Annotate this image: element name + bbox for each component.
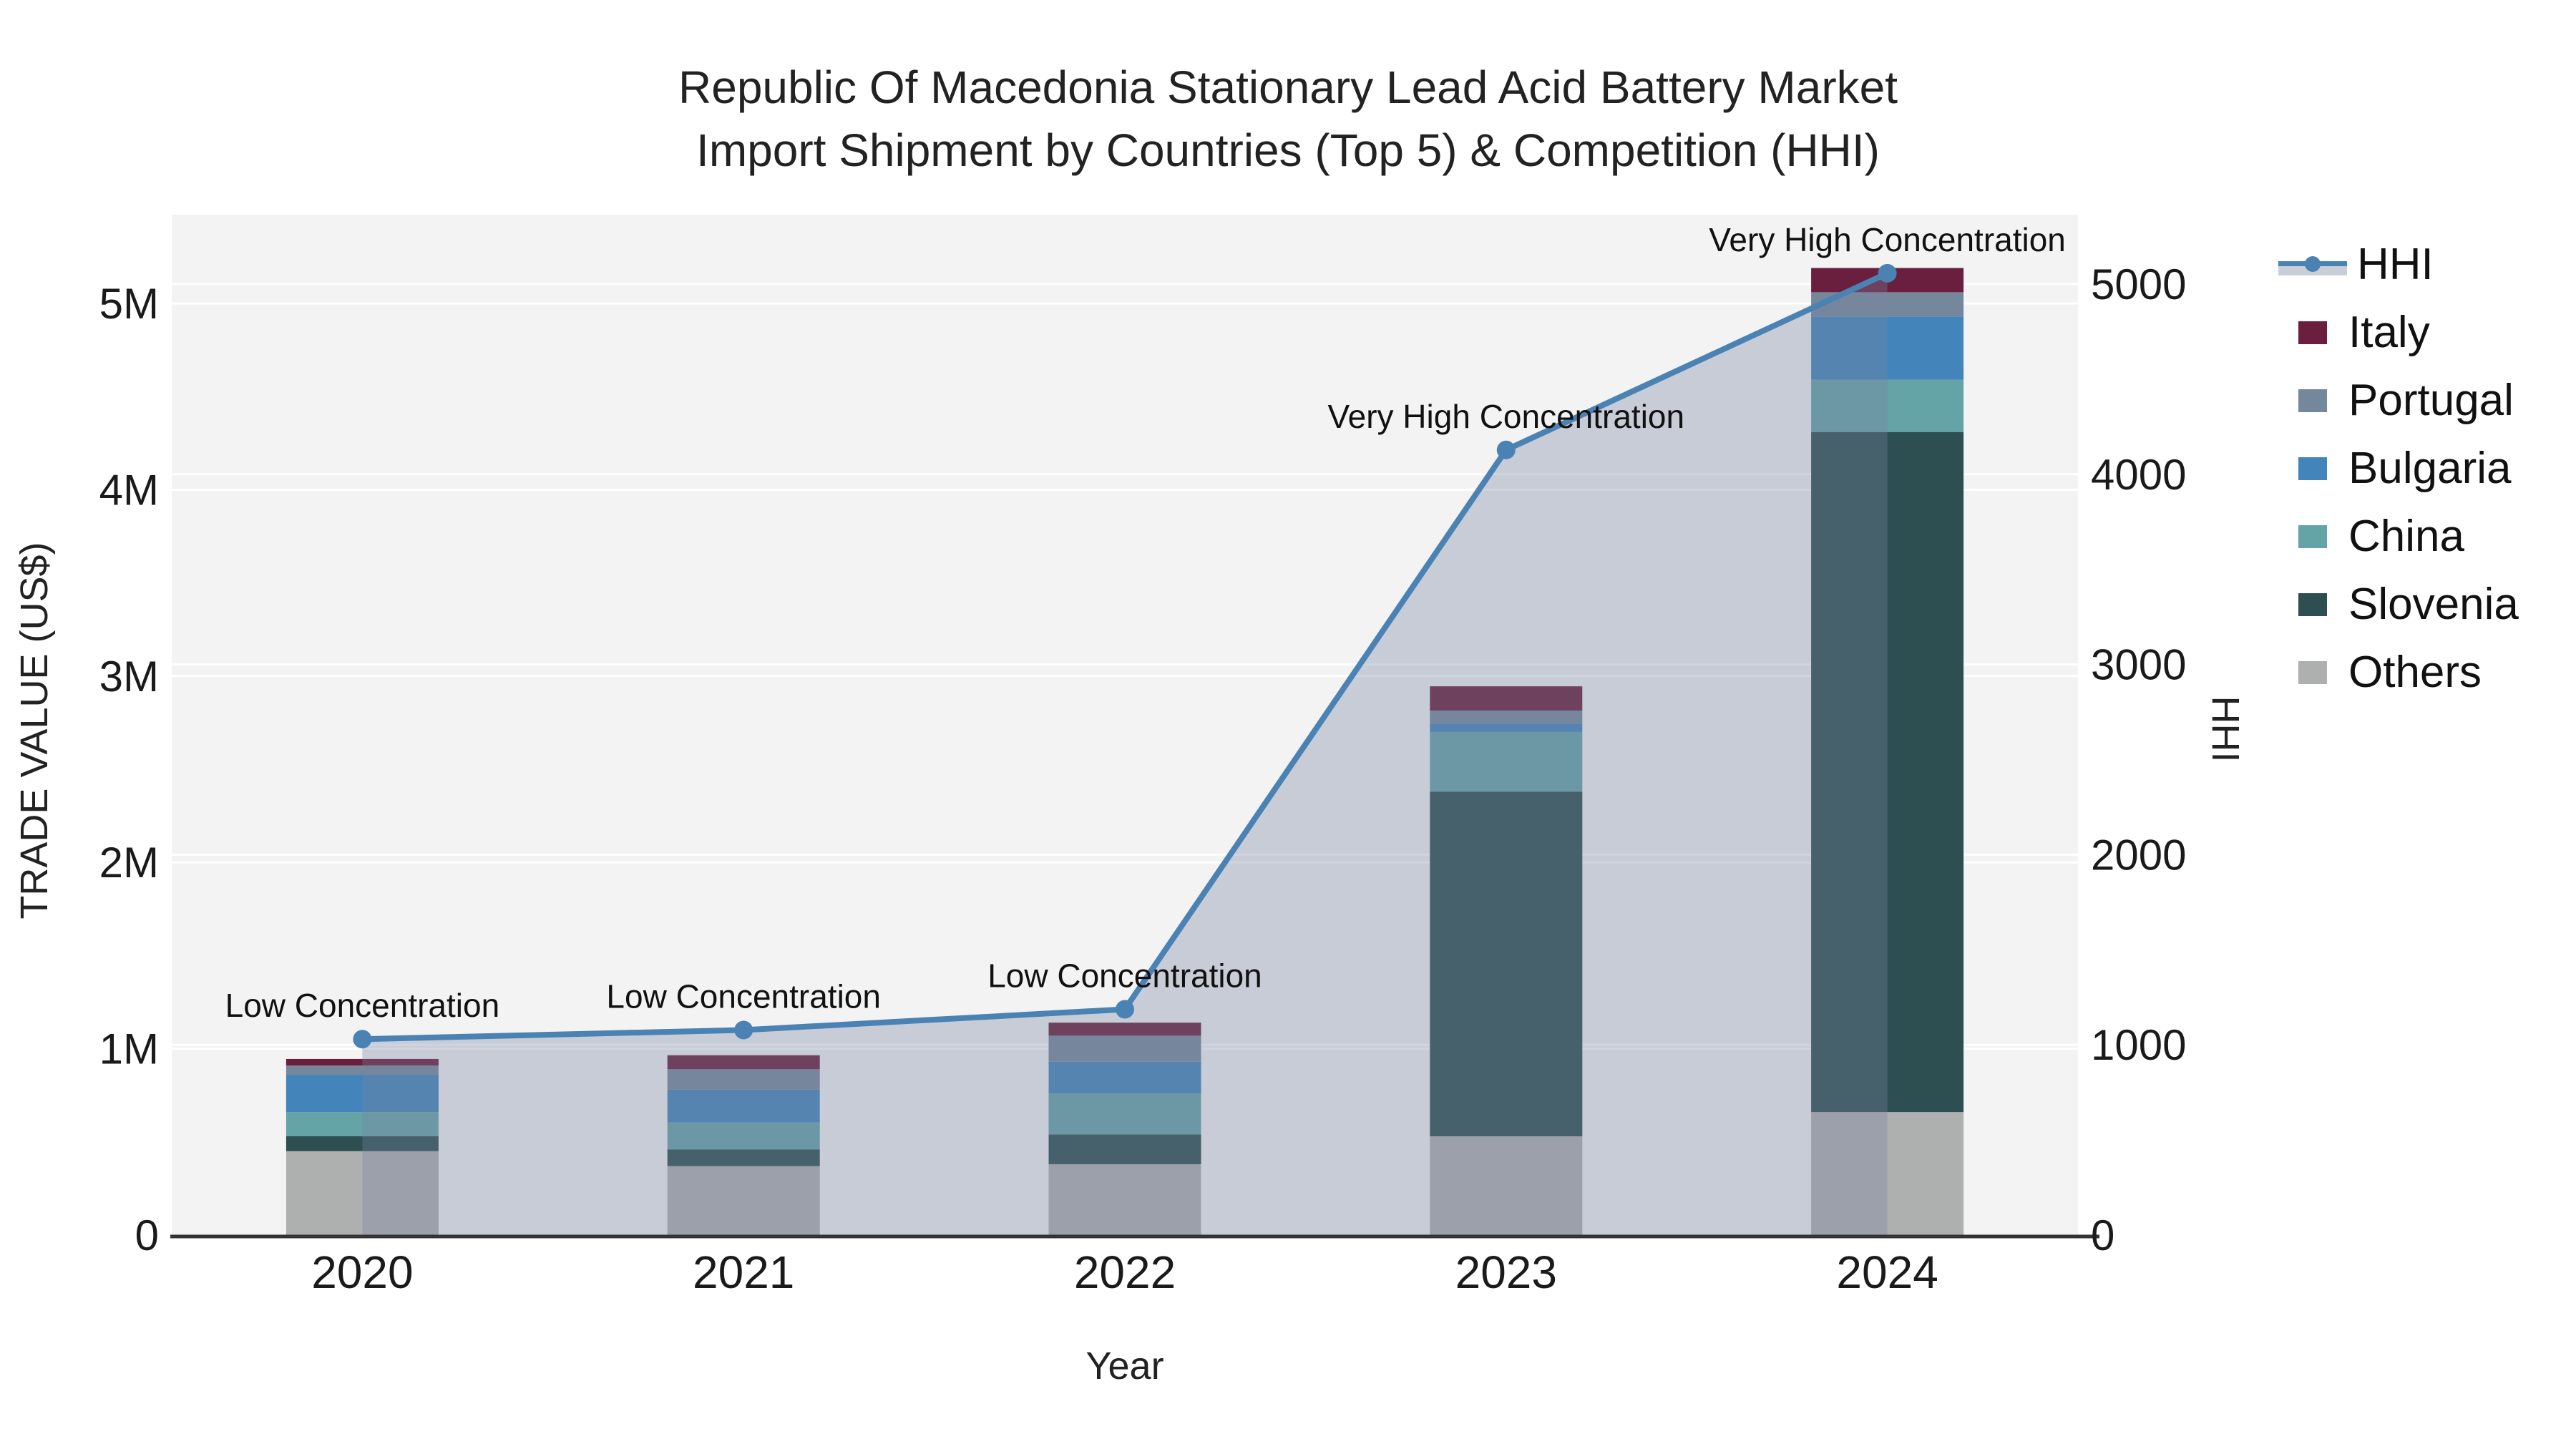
bar-2022-italy[interactable] — [1048, 1023, 1201, 1036]
legend-label-italy: Italy — [2348, 308, 2430, 357]
y-right-tick-4000: 4000 — [2091, 451, 2186, 499]
bar-2021-bulgaria[interactable] — [667, 1089, 820, 1123]
annotation-2020: Low Concentration — [225, 987, 500, 1024]
legend-swatch-slovenia — [2298, 592, 2327, 616]
y-axis-title-left: TRADE VALUE (US$) — [13, 542, 56, 919]
hhi-marker-2021[interactable] — [734, 1020, 753, 1040]
y-right-tick-3000: 3000 — [2091, 641, 2186, 689]
x-tick-2022: 2022 — [1074, 1246, 1176, 1298]
chart-title: Republic Of Macedonia Stationary Lead Ac… — [0, 56, 2576, 182]
bar-2023-bulgaria[interactable] — [1430, 723, 1583, 732]
bar-2020-portugal[interactable] — [286, 1065, 439, 1075]
bar-2023-others[interactable] — [1430, 1136, 1583, 1235]
legend-item-slovenia[interactable]: Slovenia — [2278, 570, 2519, 638]
legend-label-slovenia: Slovenia — [2348, 580, 2519, 629]
legend-item-portugal[interactable]: Portugal — [2278, 366, 2519, 434]
hhi-area-fill — [362, 273, 1888, 1236]
legend-item-italy[interactable]: Italy — [2278, 298, 2519, 366]
legend-label-hhi: HHI — [2357, 240, 2434, 289]
legend-label-portugal: Portugal — [2348, 376, 2514, 425]
annotation-2021: Low Concentration — [606, 977, 881, 1015]
chart-title-line2: Import Shipment by Countries (Top 5) & C… — [696, 125, 1880, 176]
hhi-marker-2023[interactable] — [1496, 440, 1516, 459]
y-axis-title-right: HHI — [2204, 696, 2247, 763]
legend-label-bulgaria: Bulgaria — [2348, 444, 2512, 493]
annotation-2024: Very High Concentration — [1709, 221, 2066, 258]
y-left-tick-4M: 4M — [99, 466, 159, 514]
bar-2024-slovenia[interactable] — [1811, 431, 1964, 1113]
bar-2023-portugal[interactable] — [1430, 710, 1583, 724]
bar-2022-portugal[interactable] — [1048, 1035, 1201, 1062]
legend-swatch-others — [2298, 660, 2327, 684]
y-right-tick-1000: 1000 — [2091, 1021, 2186, 1069]
y-right-tick-2000: 2000 — [2091, 831, 2186, 879]
bar-2022-slovenia[interactable] — [1048, 1134, 1201, 1165]
y-left-tick-0: 0 — [135, 1211, 159, 1259]
annotation-2023: Very High Concentration — [1327, 398, 1684, 435]
bar-2023-china[interactable] — [1430, 731, 1583, 792]
bar-2021-china[interactable] — [667, 1122, 820, 1150]
legend-hhi-marker-icon — [2305, 255, 2321, 272]
y-right-tick-0: 0 — [2091, 1211, 2114, 1259]
legend-item-hhi[interactable]: HHI — [2278, 230, 2519, 298]
bar-2022-bulgaria[interactable] — [1048, 1061, 1201, 1094]
bar-2021-slovenia[interactable] — [667, 1149, 820, 1166]
bar-2022-china[interactable] — [1048, 1093, 1201, 1135]
legend-item-others[interactable]: Others — [2278, 638, 2519, 706]
bar-2021-others[interactable] — [667, 1166, 820, 1235]
legend-swatch-china — [2298, 525, 2327, 548]
bar-2021-portugal[interactable] — [667, 1069, 820, 1090]
bar-2020-china[interactable] — [286, 1112, 439, 1136]
legend-item-china[interactable]: China — [2278, 502, 2519, 570]
y-left-tick-1M: 1M — [99, 1025, 159, 1073]
bar-2024-bulgaria[interactable] — [1811, 316, 1964, 380]
legend-item-bulgaria[interactable]: Bulgaria — [2278, 434, 2519, 502]
bar-2024-others[interactable] — [1811, 1112, 1964, 1235]
bar-2020-italy[interactable] — [286, 1058, 439, 1066]
legend-swatch-italy — [2298, 321, 2327, 344]
bar-2023-italy[interactable] — [1430, 686, 1583, 711]
legend-label-others: Others — [2348, 648, 2482, 697]
hhi-marker-2022[interactable] — [1116, 1000, 1134, 1019]
bar-2020-slovenia[interactable] — [286, 1136, 439, 1151]
legend: HHI Italy Portugal Bulgaria China Slovenia Oth… — [2278, 230, 2519, 706]
bar-2022-others[interactable] — [1048, 1164, 1201, 1235]
legend-swatch-bulgaria — [2298, 457, 2327, 480]
x-tick-2020: 2020 — [311, 1246, 413, 1298]
bar-2023-slovenia[interactable] — [1430, 791, 1583, 1136]
y-left-tick-5M: 5M — [99, 280, 159, 328]
x-tick-2024: 2024 — [1836, 1246, 1938, 1298]
legend-hhi-line-icon — [2278, 250, 2347, 279]
legend-label-china: China — [2348, 512, 2464, 561]
chart-title-line1: Republic Of Macedonia Stationary Lead Ac… — [678, 62, 1898, 113]
bar-2021-italy[interactable] — [667, 1055, 820, 1070]
x-axis-title: Year — [1085, 1345, 1164, 1387]
bar-2020-others[interactable] — [286, 1151, 439, 1235]
x-tick-2021: 2021 — [693, 1246, 794, 1298]
bar-2020-bulgaria[interactable] — [286, 1075, 439, 1113]
y-right-tick-5000: 5000 — [2091, 260, 2186, 308]
y-left-tick-2M: 2M — [99, 839, 159, 887]
legend-swatch-portugal — [2298, 389, 2327, 412]
hhi-marker-2024[interactable] — [1878, 263, 1897, 283]
y-left-tick-3M: 3M — [99, 653, 159, 701]
bar-2024-china[interactable] — [1811, 379, 1964, 432]
x-tick-2023: 2023 — [1455, 1246, 1557, 1298]
annotation-2022: Low Concentration — [987, 957, 1262, 994]
hhi-marker-2020[interactable] — [353, 1030, 372, 1049]
